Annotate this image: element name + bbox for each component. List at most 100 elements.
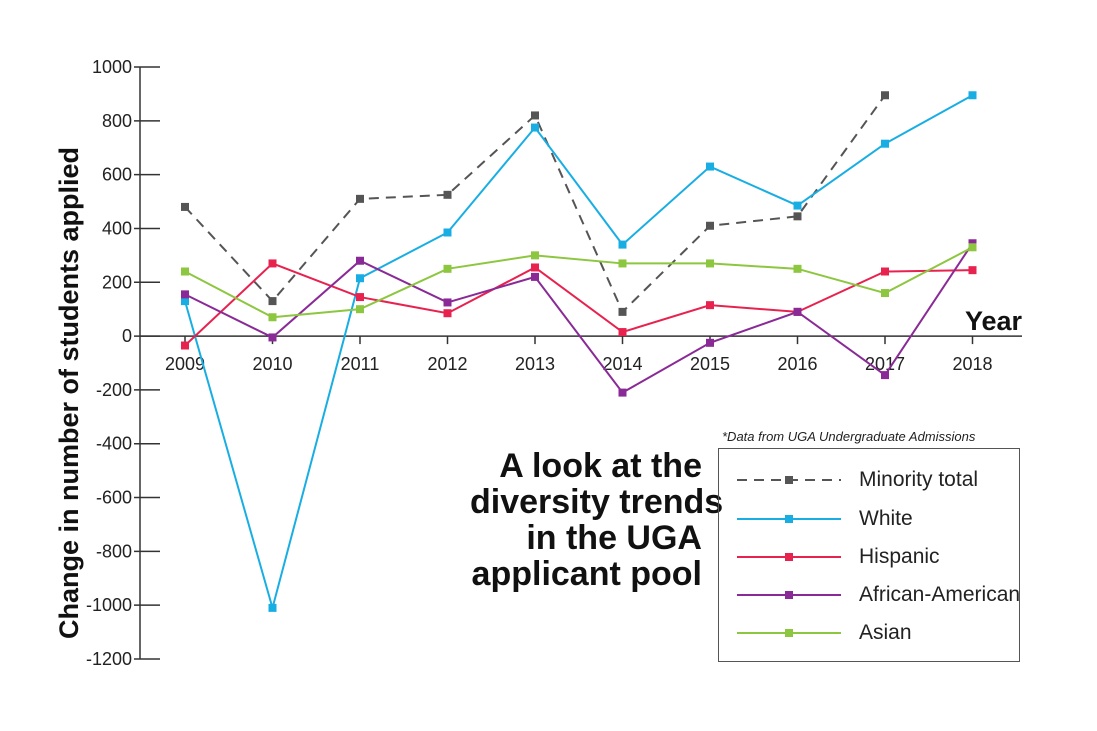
legend-marker xyxy=(785,591,793,599)
x-tick-label: 2014 xyxy=(602,354,642,374)
legend-label: Hispanic xyxy=(859,545,940,568)
data-point xyxy=(181,267,189,276)
data-point xyxy=(881,371,889,380)
headline: A look at the diversity trends in the UG… xyxy=(470,447,724,593)
series-line xyxy=(184,94,973,612)
y-tick-label: 200 xyxy=(102,272,132,292)
data-point xyxy=(618,240,627,249)
data-point xyxy=(968,266,977,275)
legend-label: African-American xyxy=(859,583,1021,606)
x-tick-label: 2015 xyxy=(690,354,730,374)
headline-line-1: A look at the xyxy=(499,447,702,485)
legend-item-white: White xyxy=(735,504,1015,534)
y-tick-label: -1000 xyxy=(86,595,132,615)
series-asian xyxy=(181,243,977,322)
series-white xyxy=(181,91,977,612)
data-point xyxy=(881,91,889,100)
legend-swatch xyxy=(737,515,841,523)
data-point xyxy=(968,239,977,248)
data-point xyxy=(268,297,277,306)
y-tick-label: 800 xyxy=(102,111,132,131)
data-point xyxy=(268,603,277,612)
data-point xyxy=(968,91,977,100)
data-point xyxy=(531,263,539,272)
data-point xyxy=(268,313,277,322)
data-point xyxy=(618,388,627,397)
legend-label: Asian xyxy=(859,621,912,644)
data-point xyxy=(793,264,802,273)
data-point xyxy=(793,201,802,210)
y-axis-title: Change in number of students applied xyxy=(54,147,84,639)
series-line xyxy=(184,262,973,347)
legend-marker xyxy=(785,629,793,637)
legend-label: White xyxy=(859,507,913,530)
data-point xyxy=(443,309,452,318)
data-point xyxy=(706,221,714,230)
y-tick-label: -1200 xyxy=(86,649,132,669)
data-point xyxy=(268,333,277,342)
y-tick-label: 400 xyxy=(102,218,132,238)
y-tick-label: -600 xyxy=(96,488,132,508)
data-point xyxy=(531,111,539,120)
headline-line-4: applicant pool xyxy=(471,555,702,593)
y-tick-label: 1000 xyxy=(92,57,132,77)
data-point xyxy=(706,259,714,268)
legend-item-asian: Asian xyxy=(735,618,1015,648)
y-tick-label: 0 xyxy=(122,326,132,346)
data-point xyxy=(968,243,977,252)
data-point xyxy=(356,256,364,265)
legend-item-minority-total: Minority total xyxy=(735,465,1015,495)
legend-swatch xyxy=(737,553,841,561)
y-tick-label: -200 xyxy=(96,380,132,400)
y-tick-label: 600 xyxy=(102,165,132,185)
data-point xyxy=(618,307,627,316)
data-point xyxy=(181,290,189,299)
legend-item-african-american: African-American xyxy=(735,580,1020,610)
x-tick-label: 2018 xyxy=(952,354,992,374)
x-tick-label: 2013 xyxy=(515,354,555,374)
data-point xyxy=(356,293,364,302)
data-point xyxy=(881,289,889,298)
y-tick-label: -800 xyxy=(96,541,132,561)
legend-marker xyxy=(785,476,793,484)
legend-swatch xyxy=(737,629,841,637)
series-line xyxy=(184,246,973,319)
source-note: *Data from UGA Undergraduate Admissions xyxy=(722,429,976,444)
data-point xyxy=(531,251,539,260)
data-point xyxy=(706,301,714,310)
x-tick-label: 2011 xyxy=(341,354,380,374)
data-point xyxy=(268,259,277,268)
legend-marker xyxy=(785,515,793,523)
series-minority-total xyxy=(181,91,889,316)
headline-line-2: diversity trends xyxy=(470,483,724,521)
legend: Minority total White Hispanic African-Am… xyxy=(718,448,1020,662)
legend-swatch xyxy=(737,591,841,599)
data-point xyxy=(618,328,627,337)
data-point xyxy=(356,194,364,203)
data-point xyxy=(706,338,714,347)
headline-line-3: in the UGA xyxy=(526,519,702,557)
data-point xyxy=(443,228,452,237)
data-point xyxy=(181,297,189,306)
x-tick-label: 2009 xyxy=(165,354,205,374)
legend-swatch xyxy=(737,476,841,484)
x-tick-label: 2012 xyxy=(427,354,467,374)
data-point xyxy=(443,264,452,273)
data-point xyxy=(443,298,452,307)
data-point xyxy=(531,272,539,281)
series-line xyxy=(184,242,974,394)
data-point xyxy=(181,202,189,211)
legend-item-hispanic: Hispanic xyxy=(735,542,1015,572)
data-point xyxy=(181,341,189,350)
data-point xyxy=(881,139,889,148)
data-point xyxy=(793,307,802,316)
data-point xyxy=(443,190,452,199)
data-point xyxy=(706,162,714,171)
legend-marker xyxy=(785,553,793,561)
series-african-american xyxy=(181,239,977,397)
x-axis-title: Year xyxy=(965,306,1023,336)
y-tick-label: -400 xyxy=(96,434,132,454)
data-point xyxy=(793,212,802,221)
legend-label: Minority total xyxy=(859,468,979,491)
